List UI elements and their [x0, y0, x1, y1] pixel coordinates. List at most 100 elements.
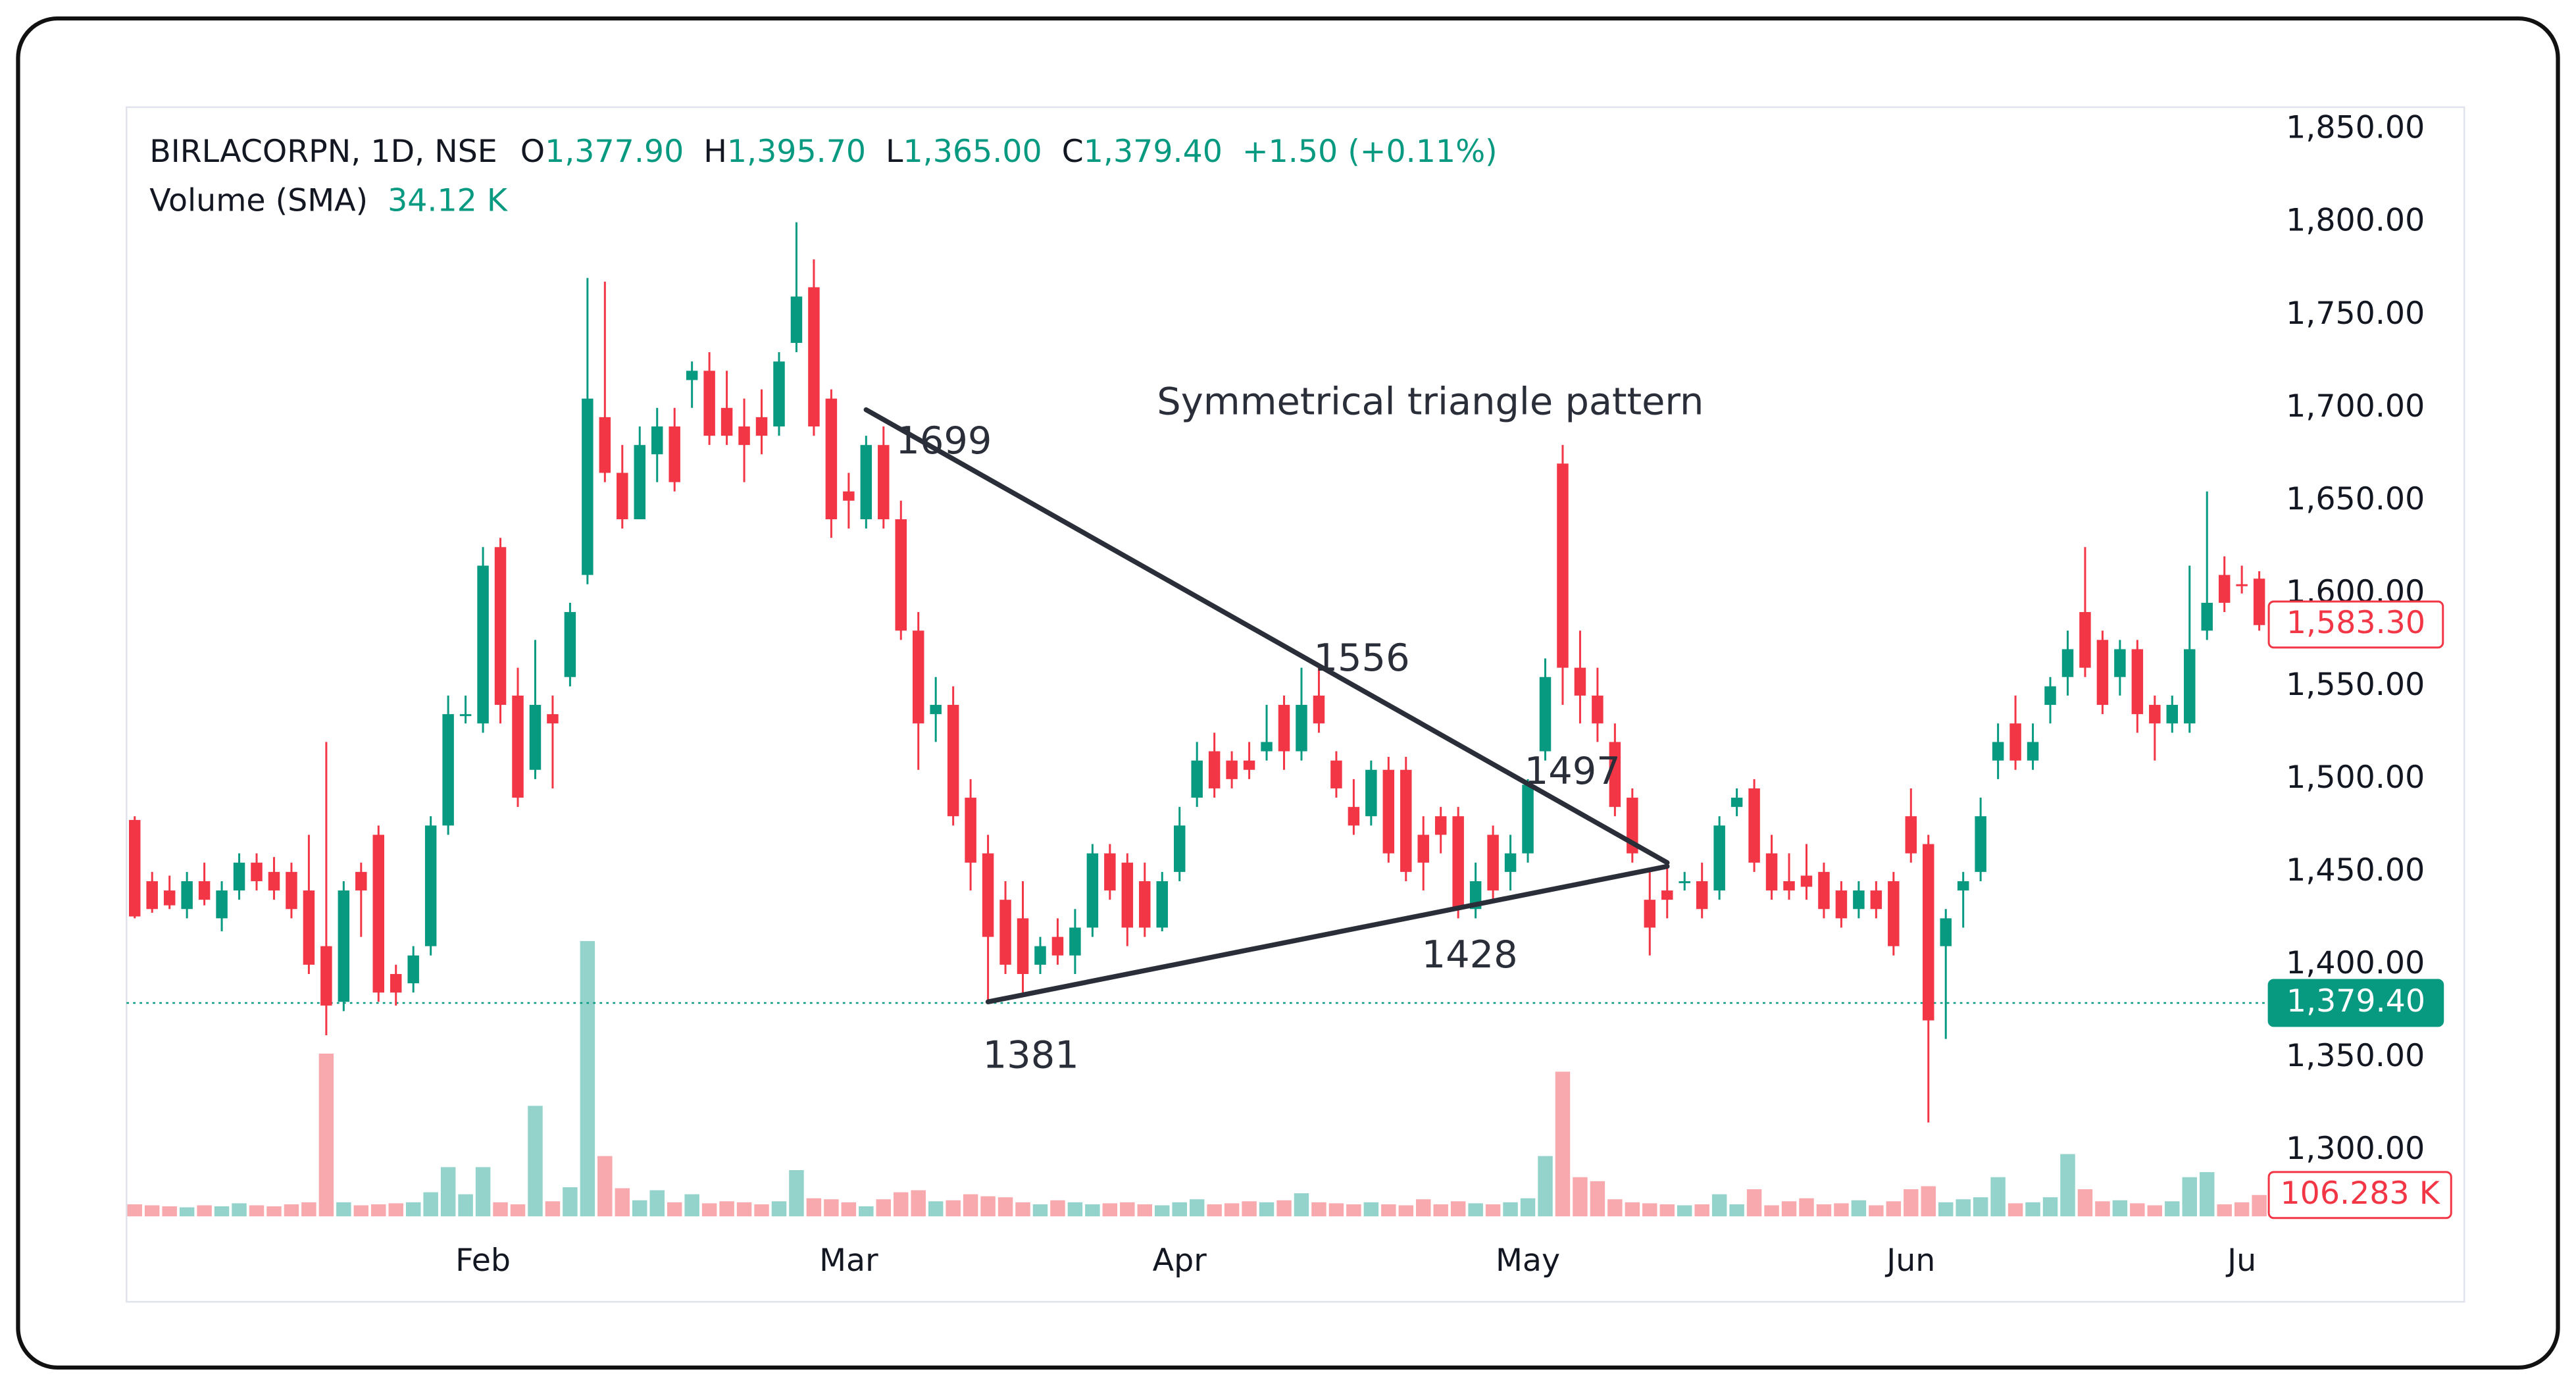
volume-label: Volume (SMA) — [149, 183, 368, 219]
volume-bar — [1433, 1204, 1448, 1217]
volume-bar — [2112, 1200, 2128, 1217]
volume-bar — [214, 1206, 230, 1217]
candle-body — [2027, 742, 2039, 761]
candle-body — [1557, 463, 1569, 668]
candle-body — [2218, 575, 2231, 603]
candle-body — [1679, 881, 1690, 883]
candle-body — [912, 630, 924, 724]
volume-bar — [1590, 1181, 1605, 1217]
candle-body — [1539, 677, 1552, 752]
volume-bar — [1328, 1203, 1344, 1217]
volume-bar — [667, 1202, 682, 1217]
candle-body — [2044, 686, 2056, 706]
annotation: Symmetrical triangle pattern — [1157, 380, 1704, 424]
x-tick-label: Ju — [2225, 1243, 2256, 1279]
volume-bar — [545, 1201, 561, 1217]
volume-bar — [144, 1205, 160, 1217]
candle-body — [216, 890, 228, 919]
volume-bar — [998, 1197, 1013, 1217]
volume-bar — [1625, 1202, 1640, 1217]
volume-bar — [806, 1198, 822, 1217]
volume-bar — [232, 1203, 247, 1217]
last-price-tag-label: 1,583.30 — [2286, 605, 2425, 641]
volume-bar — [1398, 1205, 1414, 1217]
candle-body — [512, 695, 524, 798]
volume-bar — [1746, 1189, 1762, 1217]
candle-body — [2009, 723, 2021, 761]
candle-body — [1696, 881, 1708, 910]
candle-body — [442, 714, 454, 826]
volume-bar — [2025, 1202, 2040, 1217]
volume-bar — [1067, 1202, 1083, 1217]
candle-body — [1592, 695, 1604, 724]
volume-bar — [1781, 1201, 1797, 1217]
candle-body — [355, 871, 367, 891]
volume-bar — [2217, 1204, 2232, 1217]
candle-body — [1104, 853, 1116, 891]
y-tick-label: 1,650.00 — [2286, 481, 2425, 517]
ohlc-key: C — [1062, 134, 1084, 170]
volume-bar — [719, 1201, 734, 1217]
candle-body — [494, 547, 507, 706]
candle-body — [738, 426, 750, 446]
candle-body — [338, 890, 350, 1002]
volume-bar — [1450, 1201, 1466, 1217]
volume-bar — [876, 1199, 892, 1217]
volume-bar — [1311, 1202, 1326, 1217]
candle-body — [1853, 890, 1865, 910]
ohlc-value: 1,379.40 — [1084, 134, 1223, 170]
candle-body — [825, 398, 838, 519]
candle-body — [599, 417, 611, 473]
candle-body — [1017, 918, 1029, 974]
volume-bar — [1242, 1201, 1257, 1217]
volume-bar — [318, 1053, 334, 1217]
ohlc-key: H — [703, 134, 727, 170]
candle-body — [2061, 649, 2074, 677]
candle-body — [1818, 871, 1830, 910]
volume-bar — [266, 1206, 282, 1217]
candle-body — [477, 565, 489, 724]
volume-bar — [249, 1205, 265, 1217]
y-tick-label: 1,800.00 — [2286, 203, 2425, 239]
volume-bar — [615, 1188, 630, 1217]
candle-body — [1139, 881, 1151, 928]
candle-body — [1313, 695, 1325, 724]
volume-bar — [1224, 1203, 1240, 1217]
candle-body — [286, 871, 297, 910]
candle-body — [982, 853, 994, 937]
candle-body — [303, 890, 315, 965]
volume-bar — [1085, 1204, 1100, 1217]
symbol: BIRLACORPN, 1D, NSE — [149, 134, 497, 170]
candle-body — [2184, 649, 2196, 724]
volume-bar — [336, 1202, 351, 1217]
candle-body — [1713, 825, 1725, 891]
volume-bar — [1607, 1199, 1623, 1217]
volume-bar — [632, 1200, 647, 1217]
volume-bar — [405, 1202, 421, 1217]
volume-bar — [2130, 1203, 2145, 1217]
volume-bar — [963, 1194, 978, 1217]
volume-bar — [1137, 1204, 1153, 1217]
volume-bar — [1155, 1205, 1170, 1217]
volume-bar — [1520, 1198, 1536, 1217]
candle-body — [878, 445, 890, 519]
candle-body — [181, 881, 193, 910]
candle-body — [1905, 816, 1917, 854]
candle-body — [808, 287, 820, 426]
volume-bar — [179, 1207, 195, 1217]
candle-body — [1243, 760, 1255, 770]
candle-body — [1609, 742, 1621, 808]
volume-bar — [1938, 1202, 1954, 1217]
volume-bar — [1294, 1193, 1309, 1217]
candle-body — [999, 900, 1011, 965]
candle-body — [617, 473, 628, 519]
volume-bar — [1659, 1204, 1675, 1217]
volume-bar — [1381, 1204, 1396, 1217]
volume-bar — [1904, 1189, 1919, 1217]
candle-body — [860, 445, 872, 519]
volume-bar — [1363, 1202, 1379, 1217]
volume-bar — [1886, 1201, 1902, 1217]
x-tick-label: Feb — [455, 1243, 511, 1279]
candle-body — [669, 426, 680, 482]
